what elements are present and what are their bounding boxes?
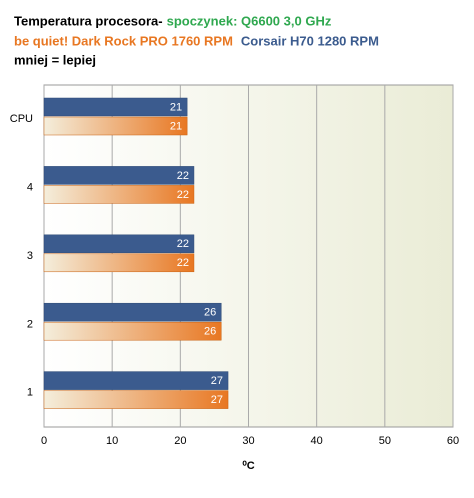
x-axis-label: ⁰C [242,460,254,472]
chart-title: Temperatura procesora- [14,13,163,28]
x-tick-label: 40 [311,435,323,447]
x-tick-label: 60 [447,435,459,447]
bar [43,253,195,273]
bar [43,302,222,322]
x-tick-label: 0 [41,435,47,447]
value-label: 22 [177,257,189,269]
value-label: 21 [170,120,182,132]
bar [43,234,195,254]
bar [43,166,195,185]
y-tick-label: CPU [10,113,33,125]
bar [43,185,195,204]
value-label: 27 [211,375,223,387]
legend-entry: Corsair H70 1280 RPM [241,33,379,48]
value-label: 22 [177,189,189,201]
x-tick-label: 20 [174,435,186,447]
value-label: 26 [204,307,216,319]
chart-subtitle: spoczynek: Q6600 3,0 GHz [167,13,332,28]
bar [43,390,229,409]
legend-entry: be quiet! Dark Rock PRO 1760 RPM [14,33,233,48]
annotation: mniej = lepiej [14,52,96,67]
value-label: 22 [177,238,189,250]
y-tick-label: 3 [27,250,33,262]
x-tick-label: 10 [106,435,118,447]
y-tick-label: 4 [27,182,33,194]
x-tick-label: 50 [379,435,391,447]
x-tick-label: 30 [242,435,254,447]
bar [43,97,188,117]
value-label: 21 [170,101,182,113]
value-label: 27 [211,394,223,406]
bar [43,116,188,136]
bar [43,321,222,341]
bar [43,371,229,390]
y-tick-label: 2 [27,318,33,330]
value-label: 22 [177,170,189,182]
value-label: 26 [204,326,216,338]
y-tick-label: 1 [27,387,33,399]
